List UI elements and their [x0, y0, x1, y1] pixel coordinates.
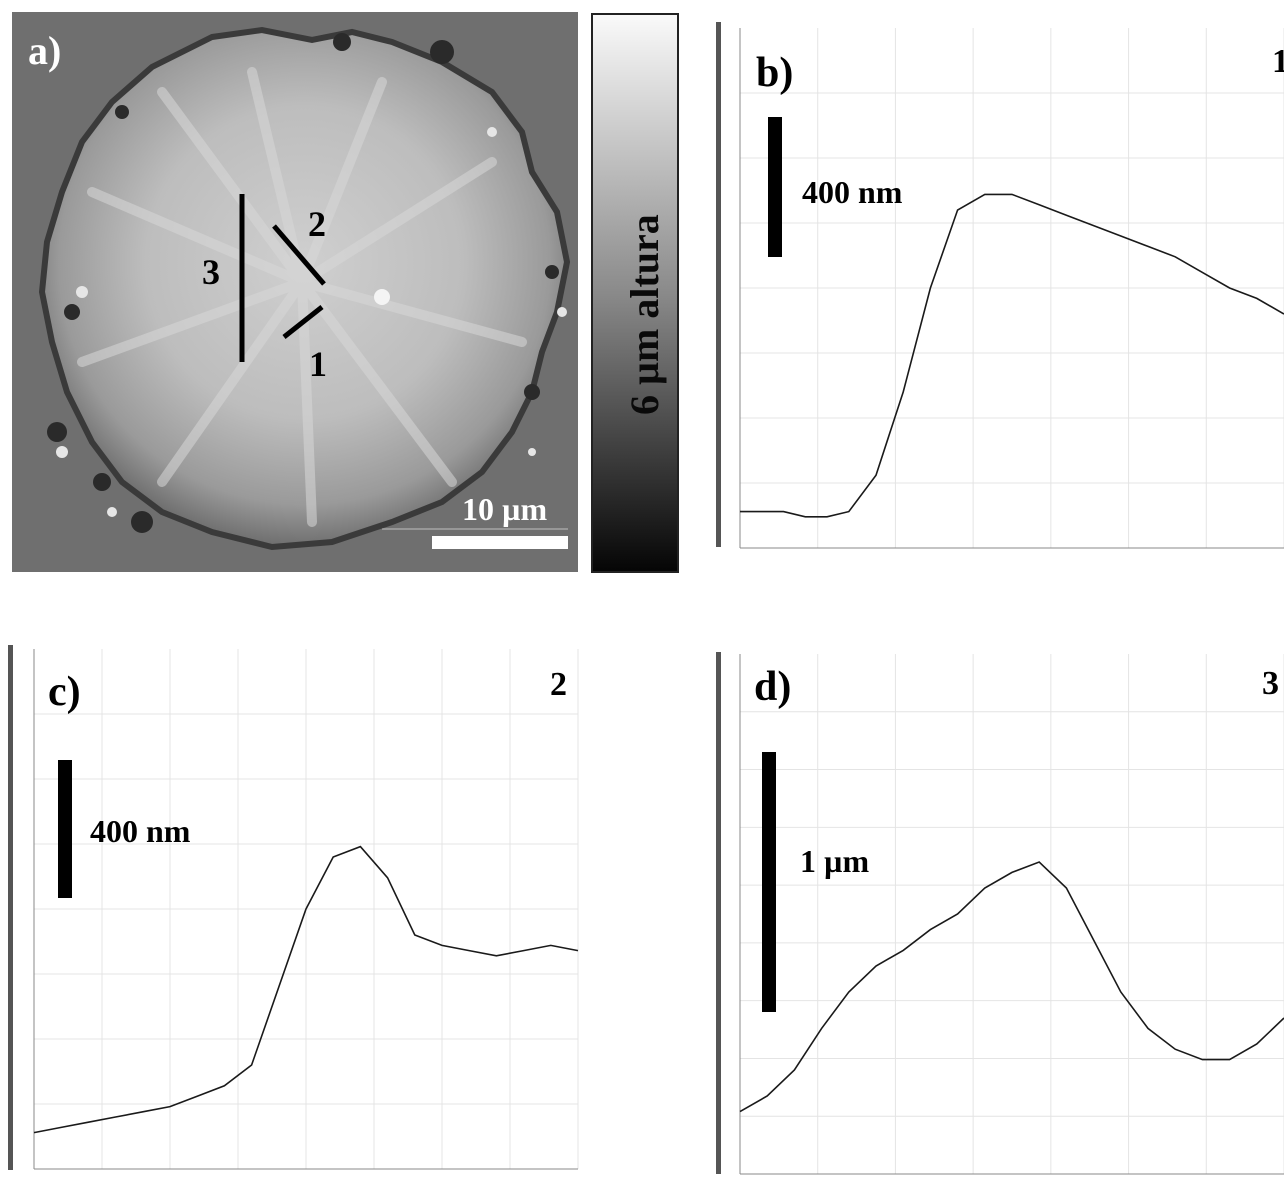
plot-grid	[740, 654, 1284, 1174]
scale-bar-label: 400 nm	[90, 813, 191, 849]
profile-trace	[33, 845, 579, 1134]
center-defect	[374, 289, 390, 305]
height-scale-strip	[716, 652, 721, 1174]
profile-plot-c: 400 nm c) 2	[8, 645, 579, 1170]
colorbar-label: 6 µm altura	[622, 214, 667, 415]
panel-c: 400 nm c) 2	[4, 643, 584, 1188]
profile-plot-b: 400 nm b) 1	[716, 22, 1284, 549]
colorbar	[591, 13, 679, 573]
line-label-2: 2	[308, 204, 326, 244]
height-scale-strip	[716, 22, 721, 547]
panel-label-a: a)	[28, 28, 61, 73]
profile-plot-d: 1 µm d) 3	[716, 652, 1284, 1175]
scale-bar-label: 10 µm	[462, 491, 547, 527]
plot-grid	[34, 649, 579, 1169]
line-label-3: 3	[202, 252, 220, 292]
line-label-1: 1	[309, 344, 327, 384]
scale-bar	[432, 536, 568, 549]
profile-line-1	[282, 305, 324, 339]
profile-trace	[739, 861, 1284, 1113]
panel-label-d: d)	[754, 664, 791, 710]
panel-label-b: b)	[756, 50, 793, 96]
panel-a: 1 2 3 a) 10 µm 6 µm altura	[12, 12, 680, 574]
profile-number: 1	[1272, 43, 1284, 80]
profile-trace	[740, 193, 1284, 518]
vertical-scale-bar	[58, 760, 72, 898]
panel-d: 1 µm d) 3	[712, 650, 1284, 1185]
crystal-ridges	[77, 67, 527, 527]
plot-grid	[740, 28, 1284, 548]
edge-specks	[56, 127, 567, 517]
profile-line-2	[272, 224, 326, 286]
scale-bar-label: 400 nm	[802, 174, 903, 210]
profile-number: 2	[550, 666, 567, 703]
panel-b: 400 nm b) 1	[712, 20, 1284, 575]
height-scale-strip	[8, 645, 13, 1170]
edge-debris	[47, 33, 559, 533]
vertical-scale-bar	[768, 117, 782, 257]
profile-number: 3	[1262, 665, 1279, 702]
afm-image-svg: 1 2 3 a) 10 µm 6 µm altura	[12, 12, 679, 573]
panel-label-c: c)	[48, 669, 81, 715]
scale-bar-label: 1 µm	[800, 843, 869, 879]
vertical-scale-bar	[762, 752, 776, 1012]
